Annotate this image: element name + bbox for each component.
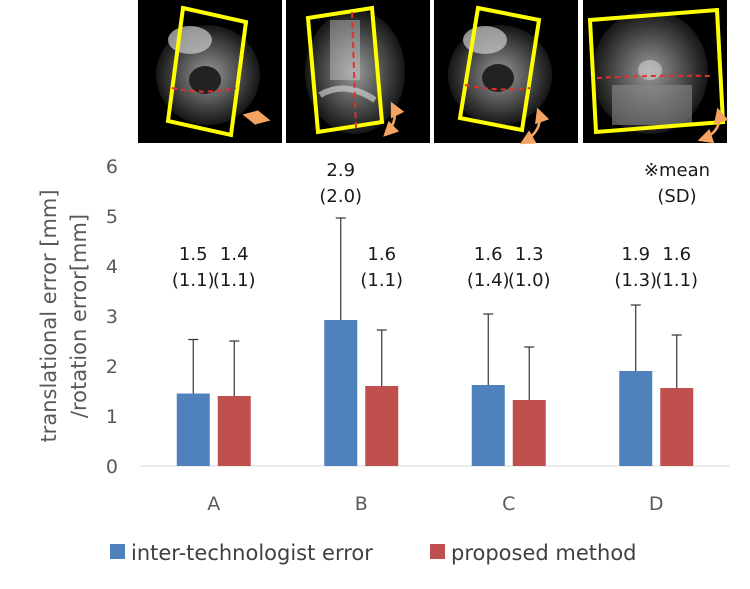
y-axis-label-line-2: /rotation error[mm] [67,214,91,418]
legend-swatch-inter-technologist [110,544,125,559]
bar-B-series-0 [324,320,358,466]
legend: inter-technologist error proposed method [110,541,637,565]
data-label-sd-D-series-1: (1.1) [655,270,698,291]
y-axis-title: translational error [mm] /rotation error… [37,189,91,442]
data-label-mean-A-series-0: 1.5 [179,244,208,265]
data-label-mean-C-series-1: 1.3 [515,244,544,265]
data-label-mean-C-series-0: 1.6 [474,244,503,265]
annotation-sd: (SD) [657,186,696,207]
annotation-mean: ※mean [644,160,710,181]
legend-label-inter-technologist: inter-technologist error [131,541,373,565]
bar-B-series-1 [365,386,399,466]
data-label-mean-D-series-0: 1.9 [621,244,650,265]
y-tick-label: 1 [106,406,118,428]
legend-label-proposed-method: proposed method [451,541,637,565]
data-label-sd-B-series-0: (2.0) [319,186,362,207]
y-tick-label: 0 [106,456,118,478]
bar-A-series-0 [176,393,210,466]
y-tick-label: 2 [106,356,118,378]
data-label-sd-C-series-0: (1.4) [467,270,510,291]
mri-panel-2 [286,0,430,143]
bar-D-series-1 [660,388,694,466]
x-tick-label-C: C [502,493,515,515]
mri-panel-4 [583,0,729,144]
bar-A-series-1 [217,396,251,466]
data-label-sd-A-series-0: (1.1) [172,270,215,291]
bar-C-series-1 [512,400,546,466]
x-tick-label-B: B [355,493,368,515]
bar-D-series-0 [619,371,653,466]
data-label-mean-B-series-0: 2.9 [326,160,355,181]
mri-panel-1 [138,0,282,143]
data-label-sd-B-series-1: (1.1) [360,270,403,291]
y-tick-label: 3 [106,306,118,328]
y-tick-label: 5 [106,206,118,228]
x-tick-label-A: A [207,493,220,515]
y-axis-label-line-1: translational error [mm] [37,189,61,442]
legend-swatch-proposed-method [430,544,445,559]
data-label-mean-B-series-1: 1.6 [367,244,396,265]
data-label-mean-A-series-1: 1.4 [220,244,249,265]
data-label-sd-D-series-0: (1.3) [614,270,657,291]
y-tick-label: 4 [106,256,118,278]
data-label-mean-D-series-1: 1.6 [662,244,691,265]
bar-C-series-0 [471,385,505,466]
data-label-sd-C-series-1: (1.0) [508,270,551,291]
data-label-sd-A-series-1: (1.1) [213,270,256,291]
x-tick-label-D: D [649,493,664,515]
y-tick-label: 6 [106,156,118,178]
mri-panel-3 [434,0,578,145]
